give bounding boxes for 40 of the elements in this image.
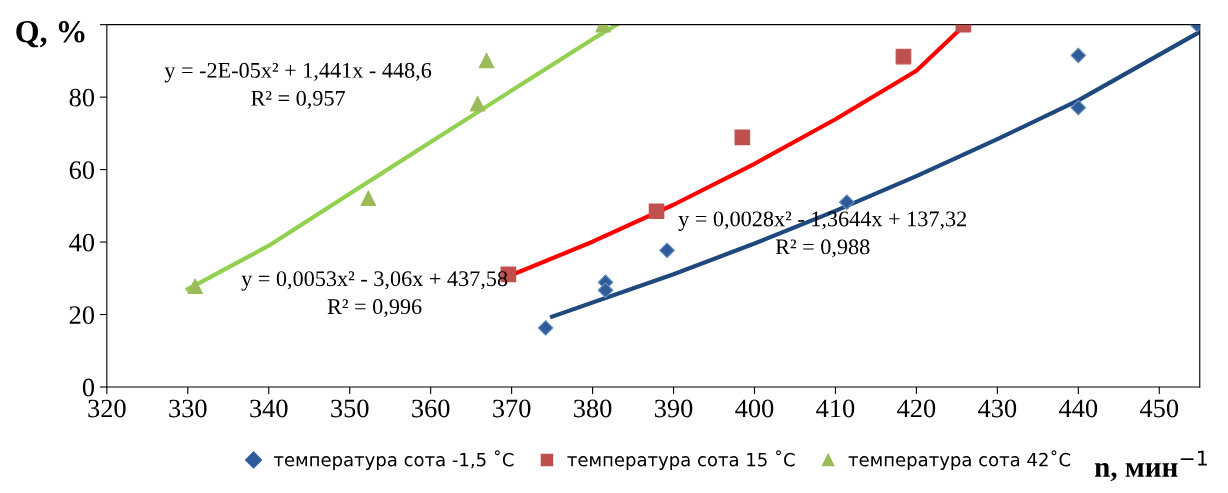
point (1070, 47, 1087, 64)
point (469, 95, 486, 112)
point (838, 194, 855, 211)
annotation: y = 0,0053x² - 3,06x + 437,58 R² = 0,996 (241, 271, 508, 318)
point (648, 203, 665, 220)
x-tick-label: 390 (655, 399, 693, 418)
x-tick-label: 450 (1140, 399, 1179, 418)
x-tick-label: 360 (412, 399, 450, 418)
point (187, 278, 203, 295)
x-tick-label: 370 (493, 399, 531, 418)
x-tick-label: 440 (1059, 399, 1098, 418)
y-tick-label: 0 (82, 378, 95, 397)
y-tick-label: 40 (69, 233, 95, 252)
x-tick-label: 350 (331, 399, 369, 418)
point (734, 129, 751, 146)
point (659, 242, 675, 259)
y-tick-label: 60 (69, 161, 95, 180)
x-tick-label: 320 (88, 399, 126, 418)
point (537, 320, 554, 336)
x-tick-label: 410 (816, 399, 855, 418)
point (597, 282, 614, 299)
legend-label: температура сота 15 ˚C (567, 450, 795, 470)
y-tick-label: 20 (69, 306, 95, 324)
x-tick-label: 400 (735, 399, 774, 418)
point (1070, 99, 1087, 116)
x-tick-label: 430 (978, 399, 1017, 418)
point (895, 48, 912, 65)
x-tick-label: 380 (574, 399, 612, 418)
y-tick-label: 80 (69, 88, 95, 107)
x-tick-label: 340 (250, 399, 288, 418)
x-axis-title: n, мин$^{−1}$ (1094, 450, 1207, 482)
point (360, 190, 377, 207)
x-tick-label: 330 (169, 399, 207, 418)
point (478, 52, 495, 69)
legend-label: температура сота -1,5 ˚C (273, 450, 514, 470)
annotation: y = 0,0028x² - 1,3644x + 137,32 R² = 0,988 (678, 211, 967, 258)
legend-label: температура сота 42˚C (848, 450, 1071, 470)
annotation: y = -2E-05x² + 1,441x - 448,6 R² = 0,957 (164, 62, 432, 109)
x-tick-label: 420 (897, 399, 936, 418)
y-axis-title: Q, % (16, 20, 85, 48)
